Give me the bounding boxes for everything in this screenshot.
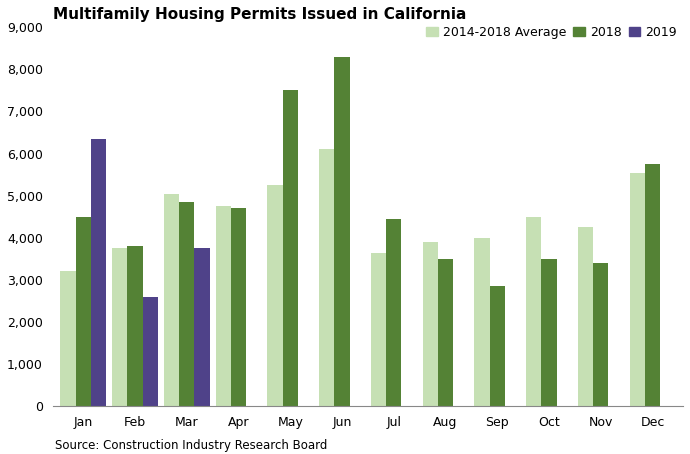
- Bar: [593, 263, 609, 406]
- Legend: 2014-2018 Average, 2018, 2019: 2014-2018 Average, 2018, 2019: [426, 26, 677, 39]
- Bar: [179, 202, 195, 406]
- Bar: [630, 173, 645, 406]
- Bar: [386, 219, 402, 406]
- Bar: [283, 90, 298, 406]
- Bar: [127, 246, 143, 406]
- Bar: [542, 259, 557, 406]
- Bar: [423, 242, 438, 406]
- Bar: [75, 217, 90, 406]
- Bar: [90, 139, 106, 406]
- Bar: [645, 164, 660, 406]
- Bar: [319, 149, 335, 406]
- Bar: [371, 252, 386, 406]
- Bar: [195, 248, 210, 406]
- Bar: [164, 193, 179, 406]
- Bar: [526, 217, 542, 406]
- Bar: [335, 57, 350, 406]
- Text: Source: Construction Industry Research Board: Source: Construction Industry Research B…: [55, 439, 328, 452]
- Bar: [231, 208, 246, 406]
- Text: Multifamily Housing Permits Issued in California: Multifamily Housing Permits Issued in Ca…: [52, 7, 466, 22]
- Bar: [112, 248, 127, 406]
- Bar: [267, 185, 283, 406]
- Bar: [578, 227, 593, 406]
- Bar: [215, 206, 231, 406]
- Bar: [475, 238, 490, 406]
- Bar: [60, 271, 75, 406]
- Bar: [490, 286, 505, 406]
- Bar: [143, 297, 158, 406]
- Bar: [438, 259, 453, 406]
